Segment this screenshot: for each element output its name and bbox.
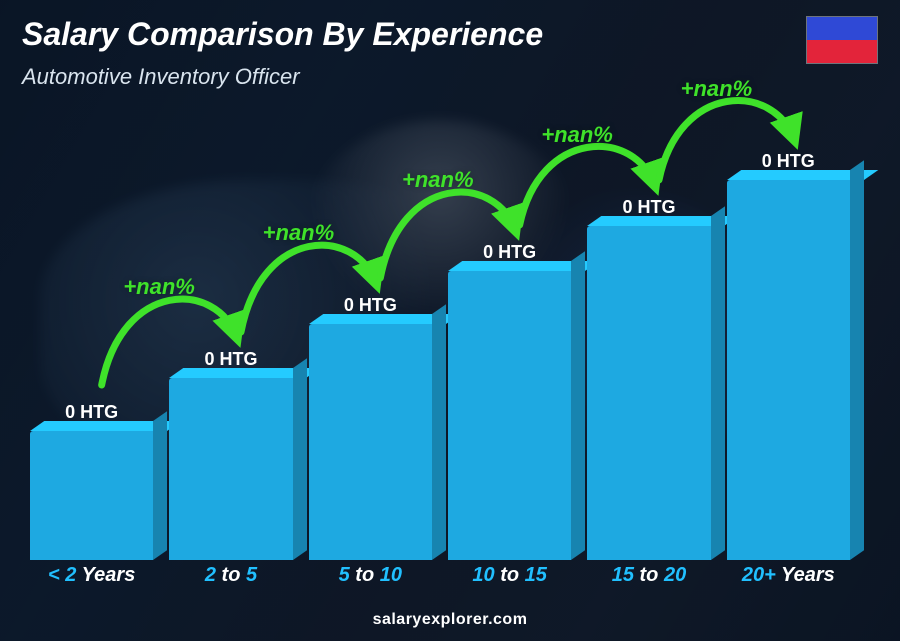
delta-label: +nan%	[123, 274, 195, 300]
x-axis-labels: < 2 Years 2 to 5 5 to 10 10 to 15 15 to 20 20…	[30, 564, 850, 587]
delta-label: +nan%	[402, 167, 474, 193]
bar-wrap: 0 HTG	[30, 402, 153, 560]
bar-wrap: 0 HTG	[309, 295, 432, 560]
flag-bottom	[807, 40, 877, 63]
delta-label: +nan%	[681, 76, 753, 102]
bar-value-label: 0 HTG	[483, 242, 536, 263]
footer-attribution: salaryexplorer.com	[0, 611, 900, 629]
bar	[448, 271, 571, 560]
delta-label: +nan%	[541, 122, 613, 148]
delta-label: +nan%	[263, 220, 335, 246]
x-tick-label: < 2 Years	[30, 564, 153, 587]
x-tick-label: 20+ Years	[727, 564, 850, 587]
bar	[727, 180, 850, 560]
flag-icon	[806, 16, 878, 64]
chart-stage: Salary Comparison By Experience Automoti…	[0, 0, 900, 641]
x-tick-label: 15 to 20	[587, 564, 710, 587]
bar-wrap: 0 HTG	[448, 242, 571, 560]
x-tick-label: 10 to 15	[448, 564, 571, 587]
bar	[309, 324, 432, 560]
bar-wrap: 0 HTG	[587, 197, 710, 560]
x-tick-label: 5 to 10	[309, 564, 432, 587]
chart-subtitle: Automotive Inventory Officer	[22, 64, 300, 90]
bar-chart: 0 HTG 0 HTG 0 HTG 0 HTG 0 HTG 0 HTG	[30, 150, 850, 560]
bar-value-label: 0 HTG	[204, 349, 257, 370]
bar	[587, 226, 710, 560]
chart-title: Salary Comparison By Experience	[22, 16, 543, 53]
bar-value-label: 0 HTG	[65, 402, 118, 423]
bar	[30, 431, 153, 560]
bar-value-label: 0 HTG	[622, 197, 675, 218]
bar-value-label: 0 HTG	[344, 295, 397, 316]
x-tick-label: 2 to 5	[169, 564, 292, 587]
bar-value-label: 0 HTG	[762, 151, 815, 172]
bar-wrap: 0 HTG	[169, 349, 292, 560]
bar	[169, 378, 292, 560]
bar-wrap: 0 HTG	[727, 151, 850, 560]
flag-top	[807, 17, 877, 40]
